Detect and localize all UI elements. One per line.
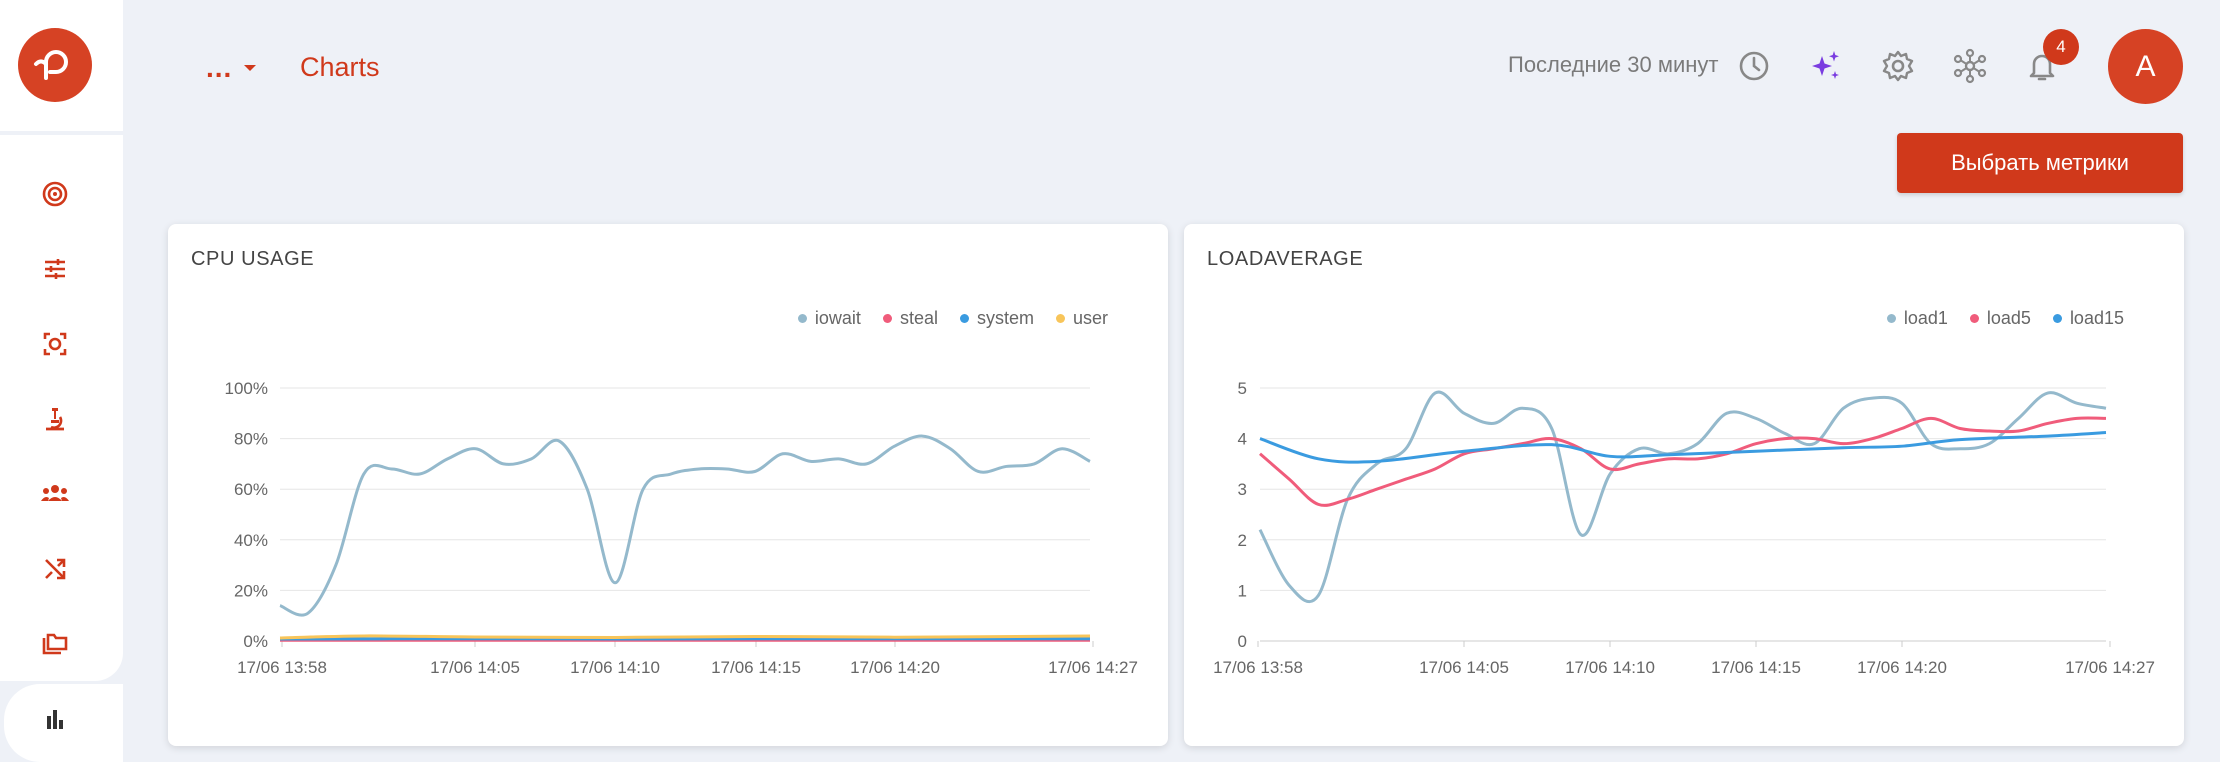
chart-title: LOADAVERAGE [1207,248,1364,270]
legend-label: load15 [2069,308,2124,328]
time-range-selector[interactable]: Последние 30 минут [1508,52,1718,78]
legend-item-system[interactable]: system [959,308,1034,329]
legend-label: iowait [814,308,861,328]
legend-item-load5[interactable]: load5 [1969,308,2031,329]
x-tick-label: 17/06 13:58 [1213,658,1303,677]
team-icon [41,485,69,501]
legend-item-iowait[interactable]: iowait [797,308,861,329]
legend-dot [1886,314,1896,323]
legend-label: system [976,308,1034,328]
legend-label: load5 [1986,308,2031,328]
sidebar-nav [0,135,123,681]
clock-icon [1739,51,1769,81]
user-avatar[interactable]: A [2108,29,2183,104]
y-tick-label: 20% [234,581,268,600]
scan-icon [43,332,67,356]
x-tick-label: 17/06 13:58 [237,658,327,677]
page-title: Charts [300,52,380,82]
x-tick-label: 17/06 14:10 [1565,658,1655,677]
network-button[interactable] [1948,44,1992,88]
sidebar-item-target[interactable] [32,171,78,217]
x-tick-label: 17/06 14:10 [570,658,660,677]
y-tick-label: 100% [225,379,268,398]
y-tick-label: 80% [234,430,268,449]
breadcrumb-menu[interactable]: ... [206,52,258,84]
legend-dot [797,314,807,323]
time-range-label: Последние 30 минут [1508,52,1719,77]
y-tick-label: 3 [1238,480,1247,499]
legend-dot [882,314,892,323]
chart-legend: load1 load5 load15 [1886,308,2124,329]
x-tick-label: 17/06 14:05 [1419,658,1509,677]
x-tick-label: 17/06 14:20 [850,658,940,677]
y-tick-label: 0 [1238,632,1247,651]
legend-item-load1[interactable]: load1 [1886,308,1948,329]
settings-button[interactable] [1876,44,1920,88]
legend-dot [1969,314,1979,323]
app-logo[interactable] [18,28,92,102]
y-tick-label: 0% [243,632,268,651]
legend-dot [959,314,969,323]
sidebar-item-settings[interactable] [32,246,78,292]
logo-area [0,0,123,133]
legend-item-steal[interactable]: steal [882,308,938,329]
legend-item-user[interactable]: user [1055,308,1108,329]
x-tick-label: 17/06 14:15 [1711,658,1801,677]
loadaverage-card: LOADAVERAGE load1 load5 load15 0 1 2 3 4 5 17/… [1184,224,2184,746]
bar-chart-icon [47,710,63,729]
microscope-icon [46,408,64,431]
x-tick-label: 17/06 14:27 [1048,658,1138,677]
gear-icon [1882,50,1914,82]
legend-label: load1 [1903,308,1948,328]
sparkles-icon [1812,51,1839,79]
network-icon [1953,48,1987,84]
x-tick-label: 17/06 14:05 [430,658,520,677]
sidebar [0,0,123,762]
sidebar-item-lab[interactable] [32,396,78,442]
sidebar-item-team[interactable] [32,471,78,517]
series-line-user [279,634,1091,640]
shuffle-icon [45,558,66,580]
legend-dot [1055,314,1065,323]
legend-label: steal [899,308,938,328]
series-line-load1 [1258,390,2107,603]
target-icon [42,181,68,207]
chart-title: CPU USAGE [191,248,315,270]
chart-legend: iowait steal system user [797,308,1108,329]
series-line-iowait [279,434,1091,617]
sliders-icon [45,259,65,279]
sidebar-item-charts[interactable] [32,697,78,743]
legend-dot [2052,314,2062,323]
series-line-load5 [1259,416,2107,507]
folders-icon [42,633,68,655]
y-tick-label: 40% [234,531,268,550]
loadaverage-chart[interactable]: 0 1 2 3 4 5 17/06 13:58 17/06 14:05 17/06 14:10 1… [1184,224,2184,746]
cpu-usage-chart[interactable]: 0% 20% 40% 60% 80% 100% 17/06 13:58 17/06 14:05… [168,224,1168,746]
logo-icon [34,50,68,80]
x-tick-label: 17/06 14:20 [1857,658,1947,677]
y-tick-label: 4 [1238,430,1247,449]
y-tick-label: 60% [234,480,268,499]
y-tick-label: 5 [1238,379,1247,398]
caret-down-icon [244,65,257,71]
x-tick-label: 17/06 14:27 [2065,658,2155,677]
time-range-button[interactable] [1732,44,1776,88]
sidebar-item-scan[interactable] [32,321,78,367]
cpu-usage-card: CPU USAGE iowait steal system user 0% 20%… [168,224,1168,746]
sidebar-item-shuffle[interactable] [32,546,78,592]
sidebar-item-folders[interactable] [32,621,78,667]
notifications-badge: 4 [2043,29,2079,65]
legend-item-load15[interactable]: load15 [2052,308,2124,329]
x-tick-label: 17/06 14:15 [711,658,801,677]
select-metrics-button[interactable]: Выбрать метрики [1897,133,2183,193]
series-line-load15 [1259,431,2107,464]
legend-label: user [1072,308,1108,328]
y-tick-label: 2 [1238,531,1247,550]
breadcrumb-more-label: ... [206,52,233,83]
sidebar-active-highlight [4,684,123,762]
y-tick-label: 1 [1238,581,1247,600]
ai-assistant-button[interactable] [1804,44,1848,88]
